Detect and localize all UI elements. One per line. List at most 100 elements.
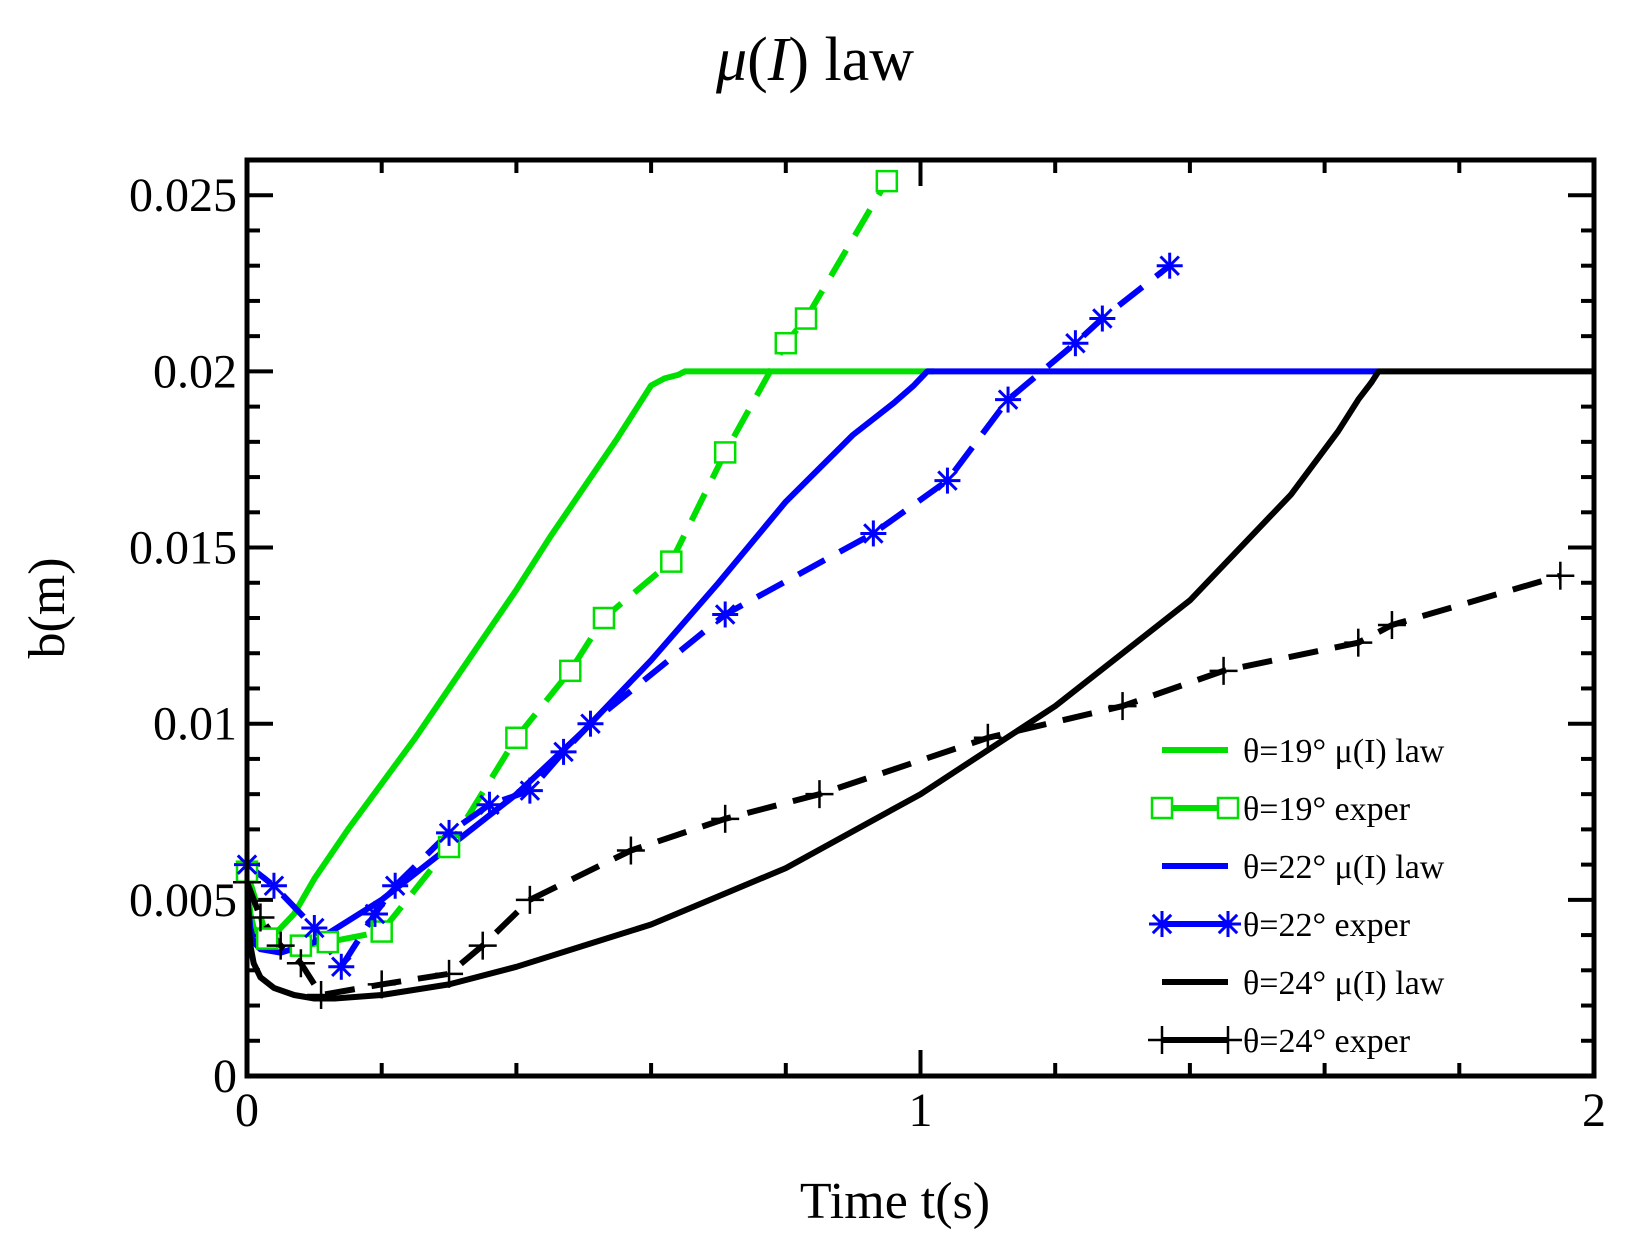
series-3-point <box>516 777 543 804</box>
legend-label-5: θ=24° exper <box>1243 1023 1411 1060</box>
series-1-point <box>875 169 899 193</box>
series-5-point <box>1546 561 1575 590</box>
series-5-point <box>286 949 315 978</box>
series-3-point <box>550 738 577 765</box>
series-3-point <box>995 386 1022 413</box>
chart-title: μ(I) law <box>715 26 914 94</box>
legend-marker-1 <box>1216 796 1240 820</box>
legend-marker-5 <box>1214 1026 1242 1054</box>
y-tick-label: 0.01 <box>153 698 237 751</box>
asterisk-stroke <box>553 741 574 763</box>
x-tick-label: 2 <box>1582 1084 1606 1137</box>
series-5-point <box>1344 628 1373 657</box>
title-open-paren: ( <box>747 26 768 94</box>
markers-layer <box>233 169 1575 1009</box>
series-5-point <box>266 931 295 960</box>
asterisk-stroke <box>331 956 352 978</box>
series-1-point <box>592 606 616 630</box>
series-3-point <box>361 900 388 927</box>
series-3-point <box>1089 305 1116 332</box>
y-tick-label: 0.005 <box>129 874 237 927</box>
asterisk-stroke <box>384 875 406 897</box>
legend-marker-1 <box>1150 796 1174 820</box>
x-axis-label: Time t(s) <box>800 1173 990 1230</box>
y-tick-label: 0.015 <box>129 522 237 575</box>
asterisk-stroke <box>1092 308 1113 329</box>
series-line-2 <box>247 368 1379 956</box>
series-5-point <box>515 885 544 914</box>
series-5-point <box>307 980 336 1009</box>
series-3-point <box>577 710 604 737</box>
asterisk-stroke <box>364 903 386 925</box>
legend-marker-3 <box>1149 911 1175 937</box>
series-3-point <box>260 872 287 899</box>
x-tick-label: 0 <box>235 1084 259 1137</box>
asterisk-stroke <box>519 780 541 801</box>
axis-tick-labels: 0 0.005 0.01 0.015 0.02 0.025 0 1 2 <box>129 169 1606 1137</box>
series-3-point <box>712 601 739 628</box>
legend-label-4: θ=24° μ(I) law <box>1243 965 1445 1002</box>
asterisk-stroke <box>263 875 285 897</box>
series-1-point <box>713 441 737 464</box>
series-5-point <box>805 780 834 809</box>
series-5-point <box>616 836 645 865</box>
series-3-point <box>382 872 409 899</box>
series-5-point <box>367 970 396 999</box>
series-5-point <box>1209 656 1238 685</box>
legend: θ=19° μ(I) law θ=19° exper θ=22° μ(I) law θ… <box>1148 733 1445 1060</box>
x-tick-label: 1 <box>909 1084 933 1137</box>
series-5-point <box>973 723 1002 752</box>
legend-label-0: θ=19° μ(I) law <box>1243 733 1445 770</box>
series-1-point <box>559 659 582 683</box>
asterisk-stroke <box>937 470 958 491</box>
series-3-point <box>436 819 463 846</box>
series-line-3 <box>247 263 1172 970</box>
title-close-paren: ) <box>788 26 809 94</box>
plot-frame <box>244 157 1597 1079</box>
series-1-point <box>794 307 818 330</box>
series-3-point <box>1156 252 1183 279</box>
asterisk-stroke <box>438 822 460 844</box>
legend-label-2: θ=22° μ(I) law <box>1243 849 1445 886</box>
legend-marker-5 <box>1148 1026 1176 1054</box>
asterisk-stroke <box>479 794 500 815</box>
series-5-point <box>246 903 275 932</box>
asterisk-stroke <box>580 713 601 734</box>
asterisk-stroke <box>714 604 736 625</box>
title-law: law <box>809 26 914 94</box>
legend-label-3: θ=22° exper <box>1243 907 1411 944</box>
asterisk-stroke <box>1065 332 1086 354</box>
series-5-point <box>468 931 497 960</box>
asterisk-stroke <box>304 917 325 939</box>
asterisk-stroke <box>863 523 884 544</box>
series-line-4 <box>247 368 1594 1002</box>
series-3-point <box>328 953 355 980</box>
y-axis-label: b(m) <box>19 557 76 658</box>
series-3-point <box>476 791 503 818</box>
asterisk-stroke <box>1151 913 1173 935</box>
title-mu: μ <box>715 26 747 94</box>
series-5-point <box>711 804 740 833</box>
series-1-point <box>660 550 683 573</box>
legend-marker-3 <box>1215 911 1241 937</box>
y-tick-label: 0 <box>213 1050 237 1103</box>
series-1-point <box>774 331 798 355</box>
asterisk-stroke <box>1217 913 1239 935</box>
series-5-point <box>1377 611 1406 640</box>
y-tick-label: 0.025 <box>129 169 237 222</box>
asterisk-stroke <box>997 389 1019 410</box>
series-line-5 <box>247 572 1562 998</box>
y-tick-label: 0.02 <box>153 345 237 398</box>
asterisk-stroke <box>1159 255 1180 276</box>
series-1-point <box>505 726 528 750</box>
title-i: I <box>767 26 792 94</box>
series-line-1 <box>247 179 890 949</box>
series-3-point <box>1062 330 1089 357</box>
series-5-point <box>435 959 464 988</box>
series-3-point <box>301 915 328 942</box>
series-3-point <box>934 467 961 494</box>
series-5-point <box>1108 692 1137 721</box>
series-1-point <box>255 927 279 950</box>
legend-label-1: θ=19° exper <box>1243 791 1411 828</box>
